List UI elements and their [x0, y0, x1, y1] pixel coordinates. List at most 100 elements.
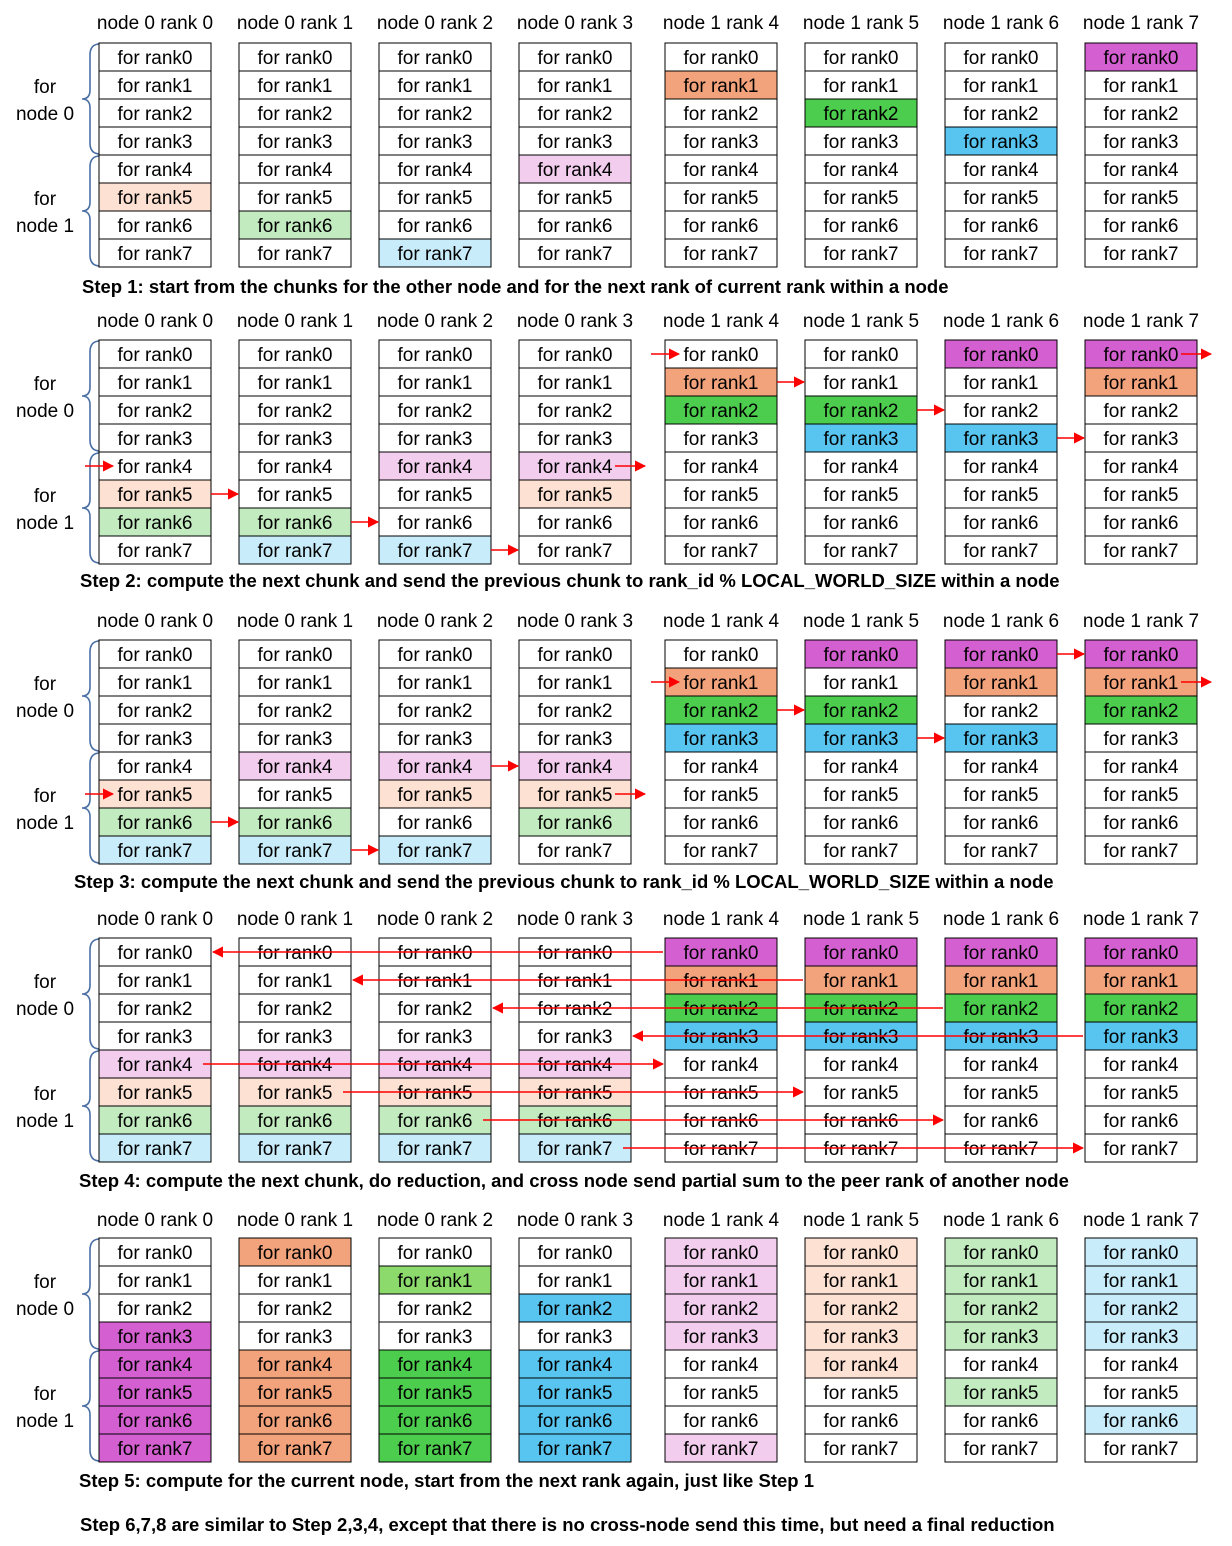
chunk-label: for rank4 — [398, 757, 473, 778]
chunk-label: for rank1 — [538, 1271, 613, 1292]
chunk-cell — [944, 993, 1058, 1023]
chunk-label: for rank5 — [118, 1083, 193, 1104]
group-brace-node0 — [81, 1238, 101, 1350]
chunk-label: for rank4 — [1104, 1055, 1179, 1076]
chunk-cell — [98, 807, 212, 837]
chunk-label: for rank6 — [398, 813, 473, 834]
chunk-label: for rank4 — [258, 757, 333, 778]
chunk-label: for rank2 — [258, 999, 333, 1020]
chunk-label: for rank1 — [258, 971, 333, 992]
chunk-cell — [518, 70, 632, 100]
chunk-label: for rank3 — [1104, 132, 1179, 153]
chunk-label: for rank3 — [824, 729, 899, 750]
chunk-label: for rank2 — [118, 701, 193, 722]
chunk-label: for rank5 — [1104, 1083, 1179, 1104]
chunk-label: for rank5 — [398, 188, 473, 209]
chunk-cell — [664, 42, 778, 72]
chunk-label: for rank1 — [824, 673, 899, 694]
chunk-cell — [804, 423, 918, 453]
chunk-cell — [238, 126, 352, 156]
rank-header: node 0 rank 0 — [97, 13, 213, 34]
chunk-label: for rank0 — [1104, 48, 1179, 69]
chunk-label: for rank3 — [258, 729, 333, 750]
chunk-cell — [98, 238, 212, 268]
rank-header: node 1 rank 4 — [663, 909, 780, 930]
chunk-cell — [1084, 535, 1198, 565]
chunk-cell — [1084, 1077, 1198, 1107]
chunk-label: for rank5 — [964, 1383, 1039, 1404]
group-label-node0-line1: for — [34, 1272, 57, 1293]
chunk-cell — [944, 1265, 1058, 1295]
chunk-label: for rank6 — [684, 1411, 759, 1432]
chunk-cell — [944, 1049, 1058, 1079]
chunk-cell — [804, 1321, 918, 1351]
chunk-label: for rank2 — [398, 1299, 473, 1320]
chunk-label: for rank2 — [538, 401, 613, 422]
chunk-label: for rank0 — [118, 645, 193, 666]
chunk-label: for rank7 — [538, 541, 613, 562]
group-brace-node1 — [81, 1050, 101, 1162]
chunk-cell — [378, 42, 492, 72]
chunk-cell — [1084, 238, 1198, 268]
rank-header: node 0 rank 1 — [237, 909, 353, 930]
chunk-label: for rank4 — [118, 457, 193, 478]
rank-header: node 1 rank 6 — [943, 311, 1059, 332]
chunk-cell — [664, 807, 778, 837]
chunk-cell — [664, 395, 778, 425]
chunk-label: for rank3 — [684, 1327, 759, 1348]
chunk-cell — [378, 367, 492, 397]
step-caption: Step 5: compute for the current node, st… — [79, 1470, 814, 1491]
chunk-label: for rank0 — [684, 645, 759, 666]
chunk-label: for rank1 — [258, 1271, 333, 1292]
chunk-label: for rank6 — [258, 513, 333, 534]
chunk-cell — [518, 835, 632, 865]
rank-header: node 1 rank 7 — [1083, 311, 1199, 332]
chunk-cell — [98, 1077, 212, 1107]
chunk-label: for rank2 — [964, 1299, 1039, 1320]
chunk-label: for rank2 — [824, 999, 899, 1020]
chunk-label: for rank5 — [964, 1083, 1039, 1104]
chunk-label: for rank7 — [824, 541, 899, 562]
chunk-label: for rank7 — [684, 1439, 759, 1460]
group-label-node0-line2: node 0 — [16, 999, 74, 1020]
chunk-label: for rank7 — [1104, 244, 1179, 265]
group-label-node0-line2: node 0 — [16, 104, 74, 125]
chunk-cell — [804, 807, 918, 837]
chunk-cell — [1084, 779, 1198, 809]
chunk-label: for rank5 — [398, 785, 473, 806]
chunk-label: for rank7 — [118, 541, 193, 562]
chunk-cell — [944, 723, 1058, 753]
group-brace-node0 — [81, 640, 101, 752]
chunk-label: for rank0 — [964, 48, 1039, 69]
group-brace-node0 — [81, 938, 101, 1050]
chunk-label: for rank5 — [964, 785, 1039, 806]
chunk-label: for rank2 — [538, 1299, 613, 1320]
rank-header: node 1 rank 6 — [943, 13, 1059, 34]
group-label-node0-line2: node 0 — [16, 701, 74, 722]
chunk-label: for rank6 — [1104, 1111, 1179, 1132]
chunk-cell — [238, 451, 352, 481]
chunk-label: for rank5 — [1104, 1383, 1179, 1404]
chunk-label: for rank0 — [398, 943, 473, 964]
chunk-label: for rank1 — [1104, 1271, 1179, 1292]
chunk-label: for rank5 — [258, 188, 333, 209]
chunk-label: for rank5 — [258, 1383, 333, 1404]
chunk-label: for rank2 — [1104, 1299, 1179, 1320]
chunk-label: for rank2 — [118, 401, 193, 422]
chunk-label: for rank1 — [118, 1271, 193, 1292]
chunk-label: for rank2 — [1104, 104, 1179, 125]
chunk-label: for rank5 — [824, 1383, 899, 1404]
group-brace-node0 — [81, 43, 101, 155]
chunk-cell — [98, 1293, 212, 1323]
rank-header: node 0 rank 0 — [97, 611, 213, 632]
chunk-label: for rank4 — [538, 757, 613, 778]
chunk-label: for rank6 — [538, 1411, 613, 1432]
chunk-label: for rank5 — [1104, 785, 1179, 806]
chunk-label: for rank6 — [118, 1411, 193, 1432]
chunk-label: for rank6 — [118, 813, 193, 834]
rank-header: node 1 rank 5 — [803, 311, 919, 332]
chunk-label: for rank5 — [258, 485, 333, 506]
chunk-cell — [1084, 1377, 1198, 1407]
chunk-cell — [378, 993, 492, 1023]
group-label-node0-line2: node 0 — [16, 1299, 74, 1320]
